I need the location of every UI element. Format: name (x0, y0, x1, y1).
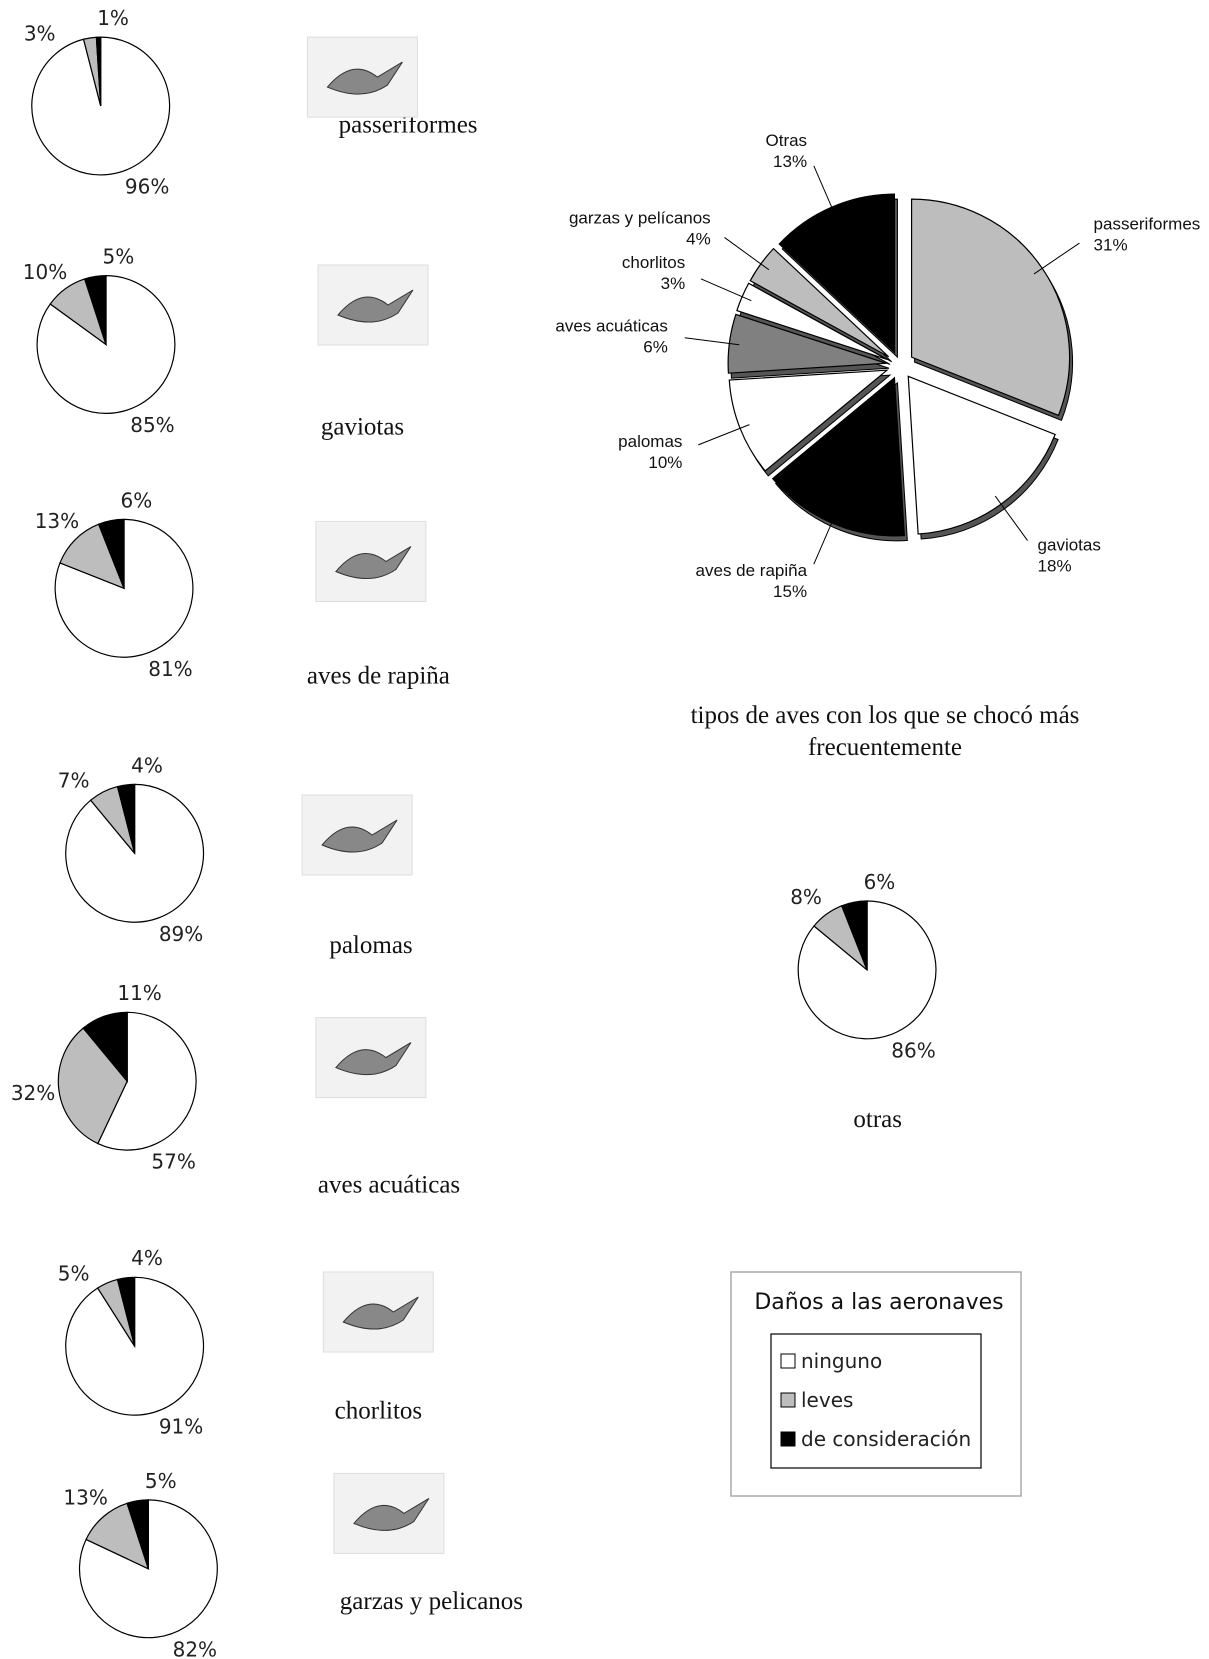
value-label: 3% (24, 21, 56, 45)
leader-line (1033, 242, 1080, 275)
leader-line (724, 237, 770, 271)
value-label: 4% (686, 229, 711, 248)
pie-slice (95, 36, 102, 107)
value-label: 3% (661, 274, 686, 293)
bird-sketch (337, 289, 414, 323)
value-label: 6% (864, 870, 896, 894)
category-label: garzas y pelícanos (569, 208, 711, 227)
value-label: 96% (125, 174, 169, 198)
bird-sketch (326, 61, 403, 95)
value-label: 4% (131, 1246, 163, 1270)
value-label: 13% (63, 1486, 107, 1510)
value-label: 7% (58, 769, 90, 793)
pie-slice (116, 783, 136, 854)
main-pie-title: tipos de aves con los que se chocó más f… (690, 702, 1080, 761)
bird-sketch (335, 546, 412, 580)
category-label: gaviotas (1038, 535, 1101, 554)
pie-slice (85, 1502, 150, 1570)
category-label: Otras (766, 131, 808, 150)
legend-title: Daños a las aeronaves (754, 1290, 1003, 1315)
legend-swatch (780, 1353, 796, 1369)
legend-item: de consideración (801, 1427, 971, 1451)
value-label: 6% (121, 488, 153, 512)
pie-title: otras (853, 1106, 902, 1133)
pie-slice (83, 274, 107, 345)
value-label: 10% (23, 260, 67, 284)
bird-sketch (342, 1296, 419, 1330)
value-label: 4% (131, 753, 163, 777)
legend-swatch (780, 1431, 796, 1447)
leader-line (813, 165, 837, 217)
pie-slice (910, 198, 1071, 417)
category-label: palomas (618, 432, 682, 451)
pie-title: garzas y pelicanos (340, 1588, 523, 1615)
value-label: 8% (790, 885, 822, 909)
value-label: 18% (1038, 556, 1072, 575)
leader-line (994, 495, 1028, 541)
value-label: 57% (151, 1150, 195, 1174)
value-label: 81% (148, 657, 192, 681)
category-label: chorlitos (622, 253, 685, 272)
pie-slice (797, 900, 937, 1040)
value-label: 5% (145, 1469, 177, 1493)
value-label: 11% (117, 981, 161, 1005)
pie-slice (54, 518, 194, 658)
leader-line (700, 278, 752, 302)
value-label: 13% (35, 509, 79, 533)
pie-slice (82, 1011, 128, 1083)
category-label: passeriformes (1094, 214, 1201, 233)
pie-slice (59, 523, 126, 590)
pie-slice (65, 783, 205, 923)
category-label: aves de rapiña (696, 561, 808, 580)
pie-slice (116, 1276, 136, 1347)
value-label: 31% (1094, 235, 1128, 254)
pie-title: gaviotas (321, 414, 404, 441)
pie-title: palomas (329, 932, 412, 959)
value-label: 89% (159, 922, 203, 946)
value-label: 6% (643, 338, 668, 357)
value-label: 10% (648, 453, 682, 472)
pie-slice (97, 518, 125, 589)
value-label: 13% (773, 152, 807, 171)
bird-sketch (321, 819, 398, 853)
pie-slice (97, 1011, 197, 1151)
leader-line (698, 424, 750, 446)
pie-title: chorlitos (335, 1397, 423, 1424)
value-label: 5% (103, 244, 135, 268)
leader-line (684, 337, 740, 346)
value-label: 85% (130, 413, 174, 437)
leader-line (813, 513, 837, 565)
value-label: 91% (159, 1415, 203, 1439)
pie-slice (840, 900, 868, 971)
category-label: aves acuáticas (555, 317, 667, 336)
value-label: 1% (97, 6, 129, 30)
legend-item: ninguno (801, 1349, 882, 1373)
value-label: 82% (173, 1637, 217, 1659)
pie-slice (126, 1499, 149, 1569)
legend-item: leves (801, 1388, 853, 1412)
bird-sketch (335, 1042, 412, 1076)
value-label: 32% (11, 1081, 55, 1105)
value-label: 15% (773, 582, 807, 601)
bird-sketch (353, 1497, 430, 1531)
pie-slice (57, 1027, 128, 1145)
pie-title: aves de rapiña (307, 663, 450, 690)
value-label: 5% (58, 1262, 90, 1286)
value-label: 86% (891, 1038, 935, 1062)
pie-title: aves acuáticas (318, 1172, 460, 1199)
legend-swatch (780, 1392, 796, 1408)
legend-box (770, 1333, 982, 1469)
